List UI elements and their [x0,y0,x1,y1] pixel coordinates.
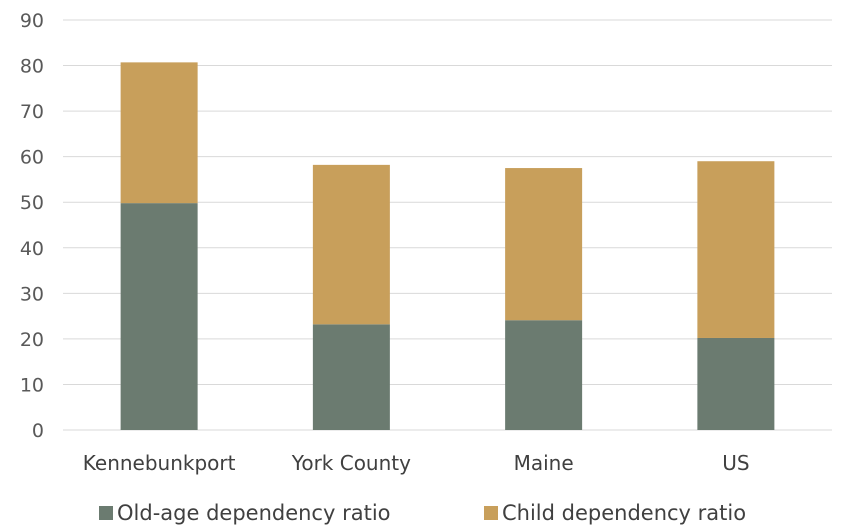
x-axis-category-labels: Kennebunkport York County Maine US [83,451,750,475]
bar-child-0 [120,62,198,204]
y-tick-label: 70 [20,101,44,123]
x-category-label: York County [291,451,411,475]
y-tick-label: 40 [20,238,44,260]
bars [120,62,775,430]
y-tick-label: 90 [20,10,44,32]
bar-child-2 [505,168,583,321]
x-category-label: US [722,451,749,475]
bar-old-age-0 [120,203,198,430]
y-tick-label: 30 [20,283,44,305]
y-tick-label: 0 [32,420,44,442]
legend: Old-age dependency ratio Child dependency… [99,501,746,525]
y-tick-label: 60 [20,147,44,169]
y-tick-label: 50 [20,192,44,214]
bar-old-age-2 [505,320,583,430]
y-tick-label: 20 [20,329,44,351]
bar-old-age-3 [697,337,775,430]
x-category-label: Maine [514,451,574,475]
bar-child-3 [697,161,775,338]
bar-old-age-1 [312,324,390,430]
y-tick-label: 80 [20,56,44,78]
legend-label-1: Child dependency ratio [502,501,746,525]
y-axis-tick-labels: 0 10 20 30 40 50 60 70 80 90 [20,10,44,442]
legend-swatch-1 [484,506,498,520]
y-tick-label: 10 [20,374,44,396]
x-category-label: Kennebunkport [83,451,236,475]
legend-swatch-0 [99,506,113,520]
bar-child-1 [312,164,390,325]
legend-label-0: Old-age dependency ratio [117,501,391,525]
